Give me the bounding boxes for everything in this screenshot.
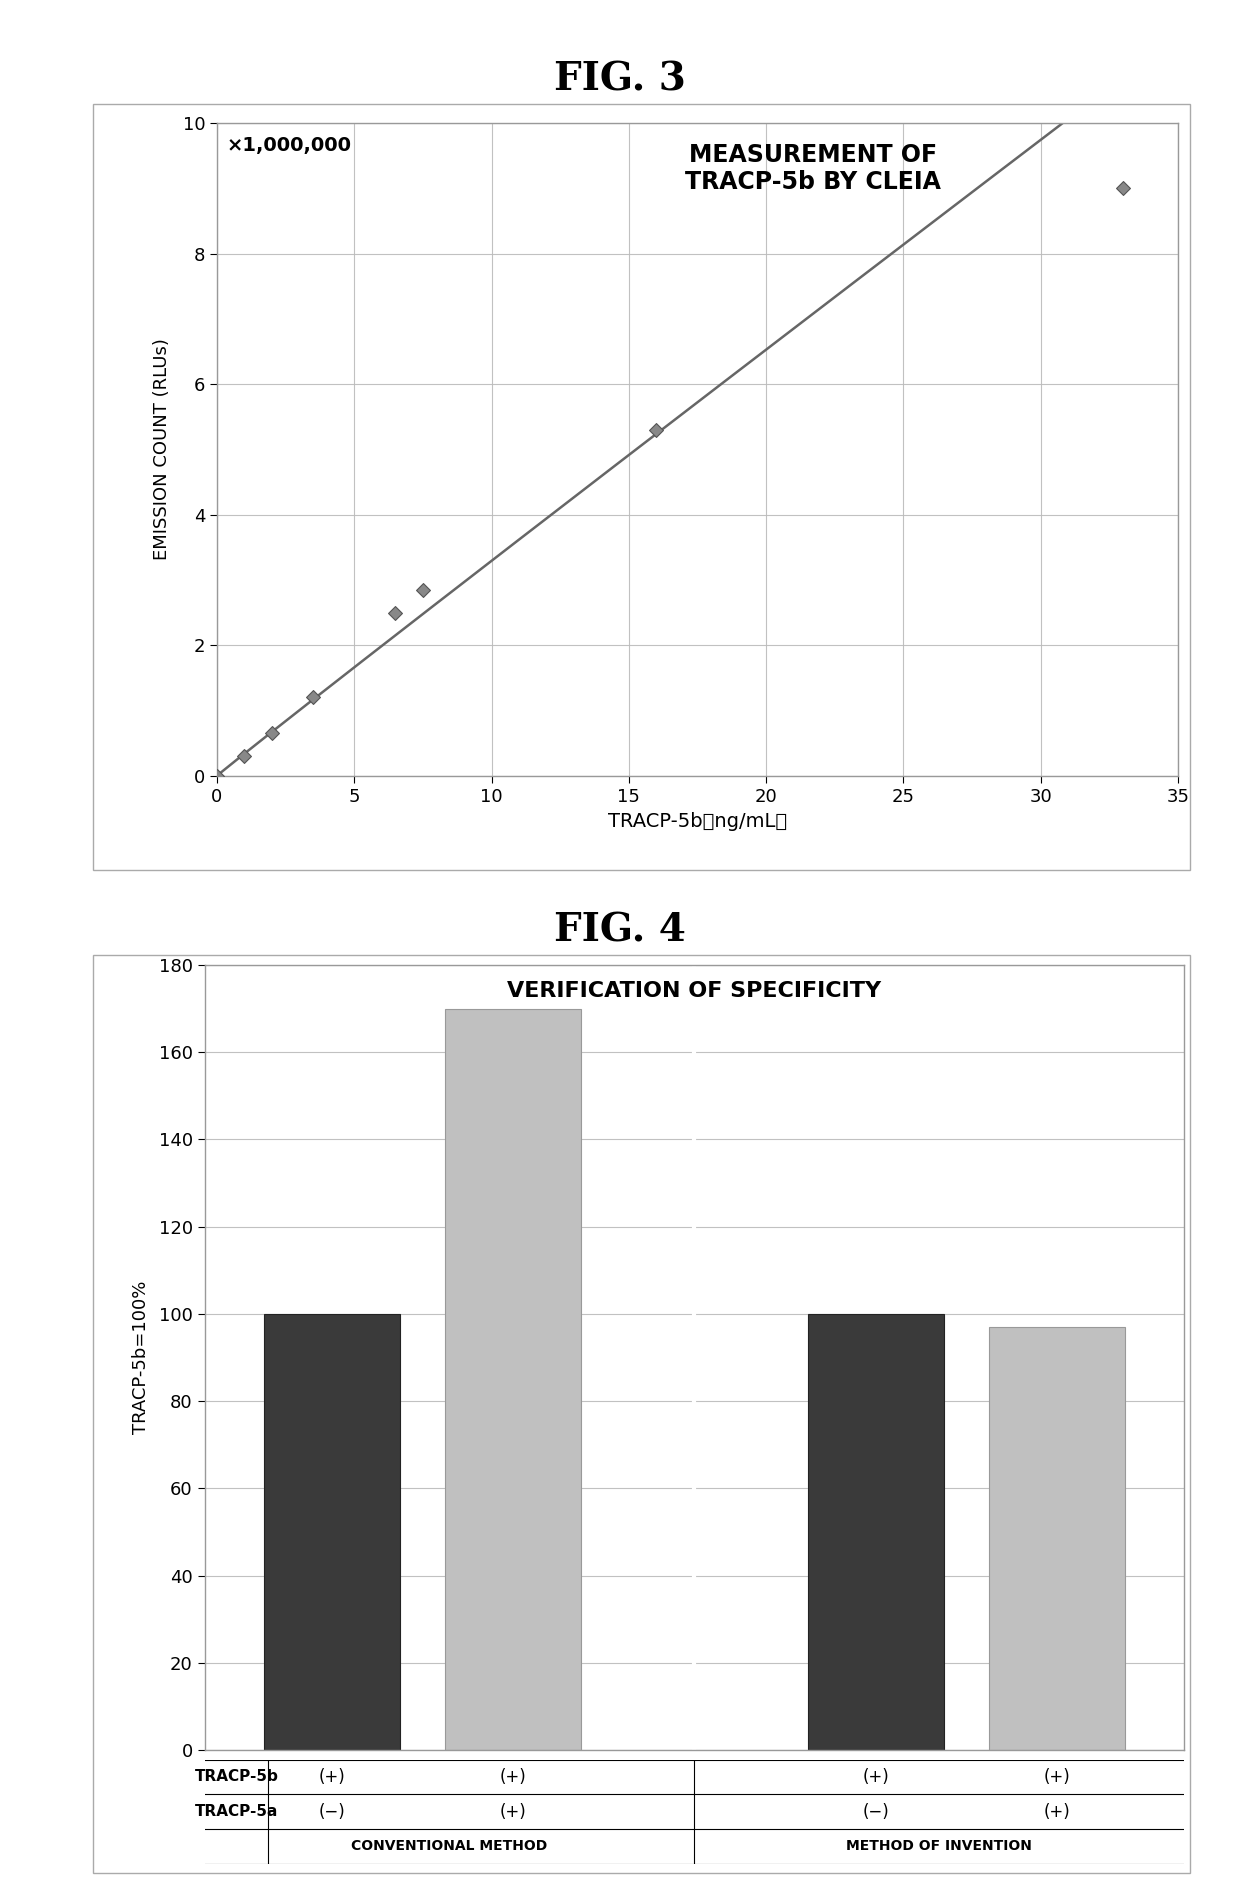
Text: METHOD OF INVENTION: METHOD OF INVENTION [847, 1839, 1032, 1854]
Bar [445, 1008, 582, 1750]
Text: (+): (+) [1044, 1767, 1070, 1786]
Text: (−): (−) [319, 1803, 345, 1820]
Text: (+): (+) [500, 1767, 526, 1786]
Text: (+): (+) [500, 1803, 526, 1820]
Bar [807, 1313, 944, 1750]
Point [413, 575, 433, 605]
Point [386, 598, 405, 628]
Text: CONVENTIONAL METHOD: CONVENTIONAL METHOD [351, 1839, 548, 1854]
Y-axis label: TRACP-5b=100%: TRACP-5b=100% [133, 1281, 150, 1434]
Text: VERIFICATION OF SPECIFICITY: VERIFICATION OF SPECIFICITY [507, 980, 882, 1001]
Text: (+): (+) [1044, 1803, 1070, 1820]
Text: TRACP-5b: TRACP-5b [195, 1769, 278, 1784]
Text: TRACP-5a: TRACP-5a [195, 1805, 278, 1818]
Text: ×1,000,000: ×1,000,000 [227, 136, 352, 155]
Text: (+): (+) [319, 1767, 345, 1786]
Point [303, 683, 322, 713]
Text: FIG. 4: FIG. 4 [554, 912, 686, 950]
Bar [990, 1326, 1125, 1750]
Point [646, 414, 666, 445]
Y-axis label: EMISSION COUNT (RLUs): EMISSION COUNT (RLUs) [154, 339, 171, 560]
Text: FIG. 3: FIG. 3 [554, 61, 686, 98]
Text: (+): (+) [863, 1767, 889, 1786]
X-axis label: TRACP-5b（ng/mL）: TRACP-5b（ng/mL） [608, 812, 787, 831]
Text: MEASUREMENT OF
TRACP-5b BY CLEIA: MEASUREMENT OF TRACP-5b BY CLEIA [684, 142, 941, 195]
Point [1114, 174, 1133, 204]
Bar [264, 1313, 399, 1750]
Point [234, 742, 254, 772]
Text: (−): (−) [863, 1803, 889, 1820]
Point [207, 761, 227, 791]
Point [262, 719, 281, 749]
